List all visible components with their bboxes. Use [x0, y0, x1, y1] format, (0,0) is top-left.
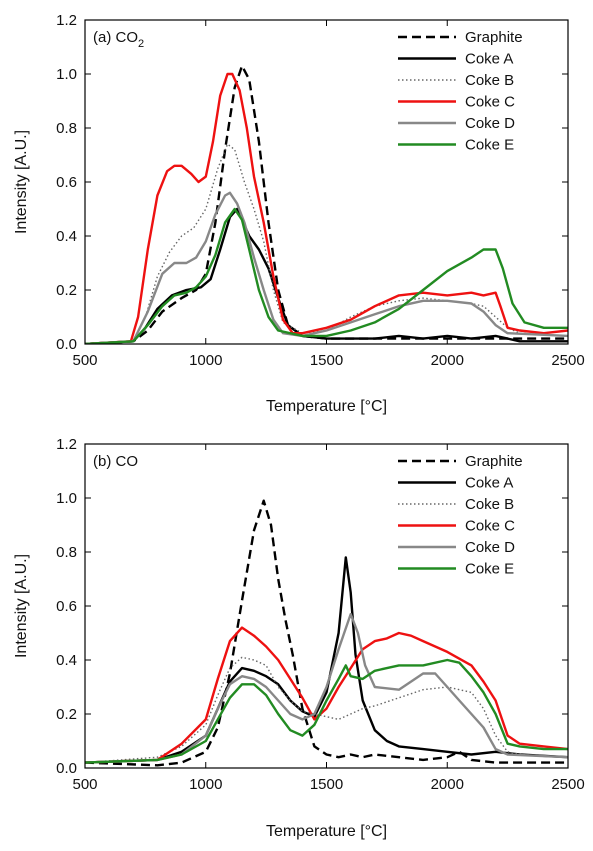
y-tick-label: 0.0 — [56, 760, 77, 777]
x-tick-label: 2000 — [431, 776, 464, 793]
series-line-coke-b — [85, 143, 568, 344]
legend-label: Coke D — [465, 539, 515, 556]
x-tick-label: 500 — [72, 352, 97, 369]
series-line-coke-e — [85, 207, 568, 344]
legend-label: Coke C — [465, 94, 515, 111]
series-line-coke-b — [85, 656, 568, 764]
y-tick-label: 0.6 — [56, 174, 77, 191]
x-tick-label: 1000 — [189, 776, 222, 793]
series-line-graphite — [85, 499, 568, 767]
legend-label: Coke A — [465, 475, 513, 492]
x-tick-label: 1000 — [189, 352, 222, 369]
x-tick-label: 1500 — [310, 352, 343, 369]
y-tick-label: 1.2 — [56, 12, 77, 29]
plot-frame — [84, 443, 569, 769]
x-axis-label: Temperature [°C] — [266, 823, 387, 840]
series-line-coke-a — [85, 556, 568, 764]
legend-label: Coke B — [465, 72, 514, 89]
y-tick-label: 0.8 — [56, 544, 77, 561]
series-line-coke-d — [85, 191, 568, 344]
y-axis-label: Intensity [A.U.] — [13, 130, 30, 234]
x-tick-label: 500 — [72, 776, 97, 793]
x-tick-label: 1500 — [310, 776, 343, 793]
y-tick-label: 1.2 — [56, 436, 77, 453]
y-tick-label: 0.4 — [56, 652, 77, 669]
y-tick-label: 0.2 — [56, 282, 77, 299]
legend-label: Graphite — [465, 29, 523, 46]
panel-b: 500 1000 1500 2000 2500 0.0 0.2 0.4 0.6 0.8 1.0 1.2… — [13, 436, 585, 840]
series-line-coke-a — [85, 207, 568, 344]
series-line-coke-d — [85, 612, 568, 764]
x-axis-label: Temperature [°C] — [266, 398, 387, 415]
legend-label: Graphite — [465, 453, 523, 470]
y-tick-label: 0.8 — [56, 120, 77, 137]
y-axis-label: Intensity [A.U.] — [13, 554, 30, 658]
legend-label: Coke A — [465, 51, 513, 68]
x-tick-label: 2500 — [551, 352, 584, 369]
x-tick-label: 2500 — [551, 776, 584, 793]
y-tick-label: 0.0 — [56, 336, 77, 353]
series-line-coke-c — [85, 626, 568, 764]
y-tick-label: 0.2 — [56, 706, 77, 723]
panel-label: (b) CO — [93, 453, 138, 470]
panel-label-subscript: 2 — [138, 38, 144, 50]
plot-frame — [84, 19, 569, 345]
legend-label: Coke D — [465, 115, 515, 132]
y-tick-label: 1.0 — [56, 66, 77, 83]
panel-label: (a) CO2 — [93, 29, 144, 50]
series-line-coke-e — [85, 658, 568, 764]
legend-label: Coke E — [465, 561, 514, 578]
series-line-coke-c — [85, 72, 568, 344]
panel-a: 500 1000 1500 2000 2500 0.0 0.2 0.4 0.6 0.8 1.0 1.2… — [13, 12, 585, 415]
y-tick-label: 0.4 — [56, 228, 77, 245]
y-tick-label: 1.0 — [56, 490, 77, 507]
legend-label: Coke B — [465, 496, 514, 513]
legend-label: Coke E — [465, 137, 514, 154]
y-tick-label: 0.6 — [56, 598, 77, 615]
legend-label: Coke C — [465, 518, 515, 535]
x-tick-label: 2000 — [431, 352, 464, 369]
